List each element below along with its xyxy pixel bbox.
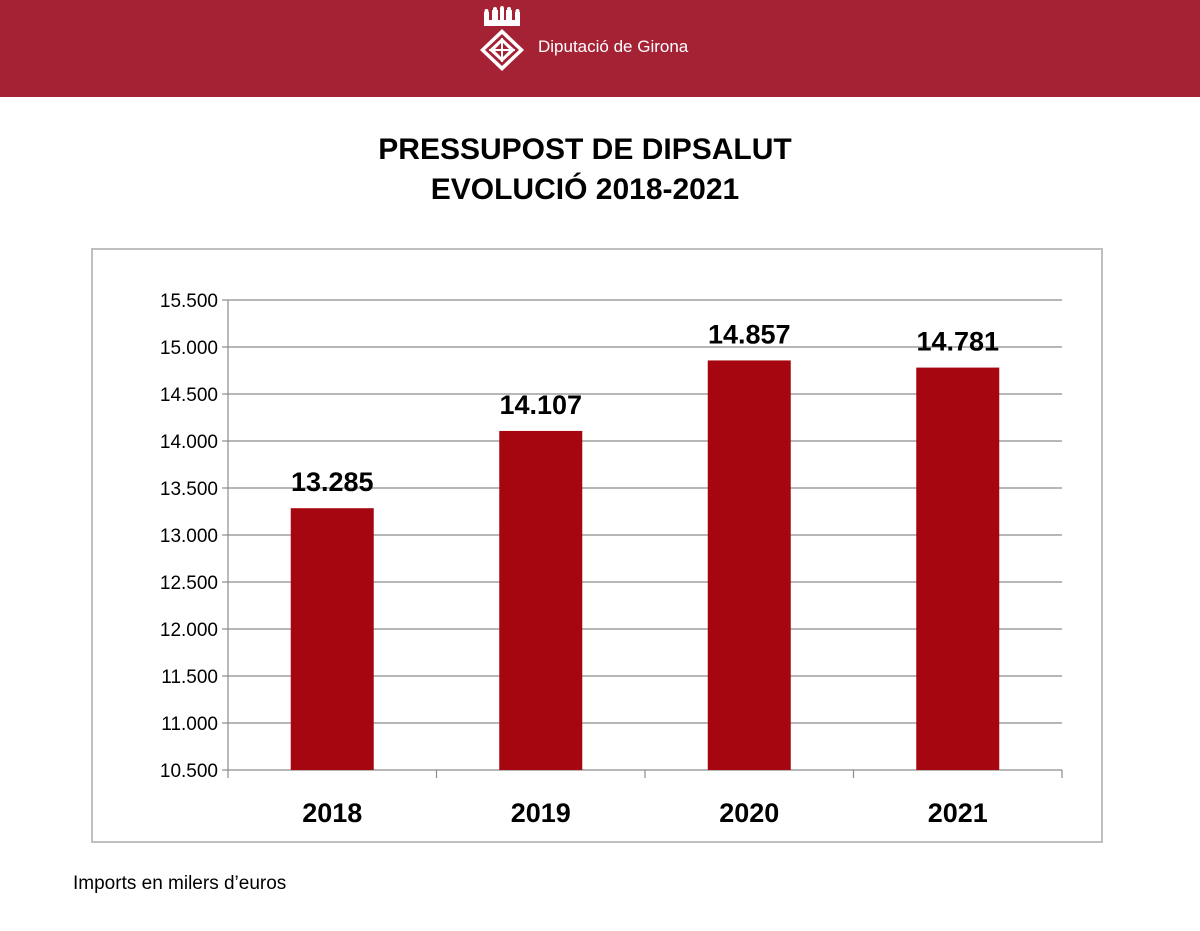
x-tick-label: 2020 bbox=[719, 798, 779, 828]
x-tick-label: 2018 bbox=[302, 798, 362, 828]
y-tick-label: 10.500 bbox=[160, 761, 218, 782]
chart-frame: 10.500 11.000 11.500 12.000 12.500 13.000 13.5… bbox=[91, 248, 1103, 843]
chart-title-line-1: PRESSUPOST DE DIPSALUT bbox=[378, 133, 792, 166]
data-label: 13.285 bbox=[291, 467, 374, 497]
chart-title: PRESSUPOST DE DIPSALUT EVOLUCIÓ 2018-202… bbox=[0, 130, 1170, 210]
bar-2021[interactable] bbox=[916, 367, 1000, 770]
y-tick-label: 12.000 bbox=[160, 620, 218, 641]
y-tick-label: 14.500 bbox=[160, 385, 218, 406]
x-tick-label: 2021 bbox=[928, 798, 988, 828]
x-tick-label: 2019 bbox=[511, 798, 571, 828]
data-label: 14.107 bbox=[499, 390, 582, 420]
header-bar: Diputació de Girona bbox=[0, 0, 1200, 97]
org-name[interactable]: Diputació de Girona bbox=[538, 37, 689, 56]
y-tick-label: 15.500 bbox=[160, 291, 218, 312]
y-tick-label: 11.500 bbox=[161, 667, 218, 688]
y-tick-label: 14.000 bbox=[160, 432, 218, 453]
y-tick-label: 12.500 bbox=[160, 573, 218, 594]
y-tick-label: 13.500 bbox=[160, 479, 218, 500]
y-tick-label: 13.000 bbox=[160, 526, 218, 547]
girona-crest-icon bbox=[480, 6, 524, 71]
chart-title-line-2: EVOLUCIÓ 2018-2021 bbox=[430, 173, 740, 206]
bar-2020[interactable] bbox=[707, 360, 791, 770]
y-tick-label: 15.000 bbox=[160, 338, 218, 359]
bar-2019[interactable] bbox=[499, 430, 583, 770]
data-label: 14.781 bbox=[916, 327, 999, 357]
bar-chart: 10.500 11.000 11.500 12.000 12.500 13.000 13.5… bbox=[160, 291, 1063, 828]
data-label: 14.857 bbox=[708, 319, 791, 349]
bar-2018[interactable] bbox=[290, 508, 374, 770]
footnote: Imports en milers d’euros bbox=[73, 873, 287, 894]
y-tick-label: 11.000 bbox=[161, 714, 218, 735]
